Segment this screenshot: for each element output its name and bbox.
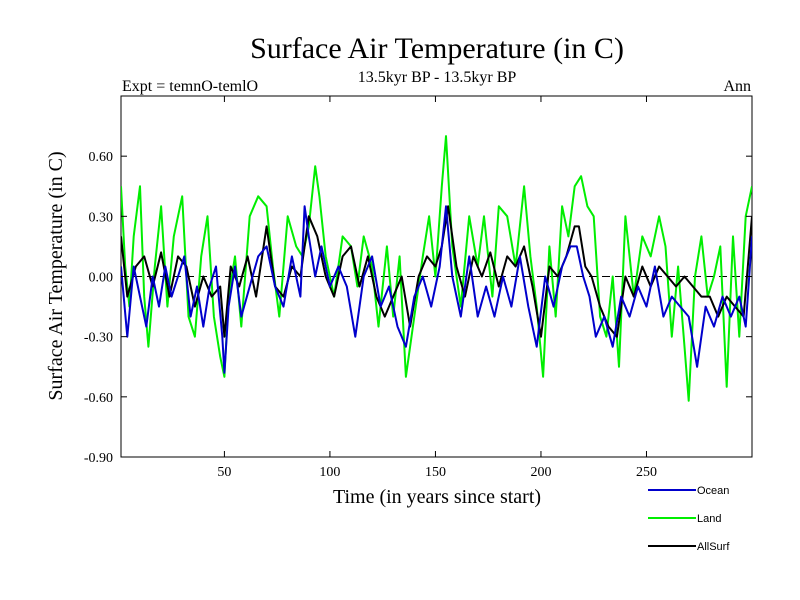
legend-label-land: Land: [697, 513, 721, 525]
period-label: 13.5kyr BP - 13.5kyr BP: [358, 69, 517, 86]
series-line-land: [121, 135, 752, 402]
y-tick-label: -0.90: [84, 451, 113, 466]
experiment-label: Expt = temnO-temlO: [122, 78, 258, 95]
x-tick-label: 200: [530, 465, 551, 480]
series-line-allsurf: [121, 205, 752, 338]
y-axis-label: Surface Air Temperature (in C): [45, 151, 67, 400]
x-tick-label: 50: [217, 465, 231, 480]
legend-label-allsurf: AllSurf: [697, 541, 730, 553]
x-tick-label: 150: [425, 465, 446, 480]
legend-label-ocean: Ocean: [697, 485, 729, 497]
y-tick-label: -0.30: [84, 331, 113, 346]
legend: Ocean Land AllSurf: [648, 485, 730, 553]
series-line-ocean: [121, 205, 752, 374]
x-tick-label: 250: [636, 465, 657, 480]
y-tick-label: 0.60: [89, 150, 114, 165]
x-tick-label: 100: [319, 465, 340, 480]
y-tick-label: 0.00: [89, 271, 114, 286]
y-tick-label: -0.60: [84, 391, 113, 406]
season-label: Ann: [723, 78, 751, 95]
chart-title: Surface Air Temperature (in C): [250, 32, 624, 65]
y-tick-label: 0.30: [89, 210, 114, 225]
x-axis-label: Time (in years since start): [333, 486, 541, 508]
